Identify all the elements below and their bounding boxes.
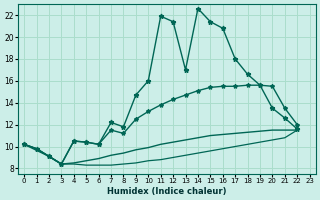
X-axis label: Humidex (Indice chaleur): Humidex (Indice chaleur) (107, 187, 227, 196)
